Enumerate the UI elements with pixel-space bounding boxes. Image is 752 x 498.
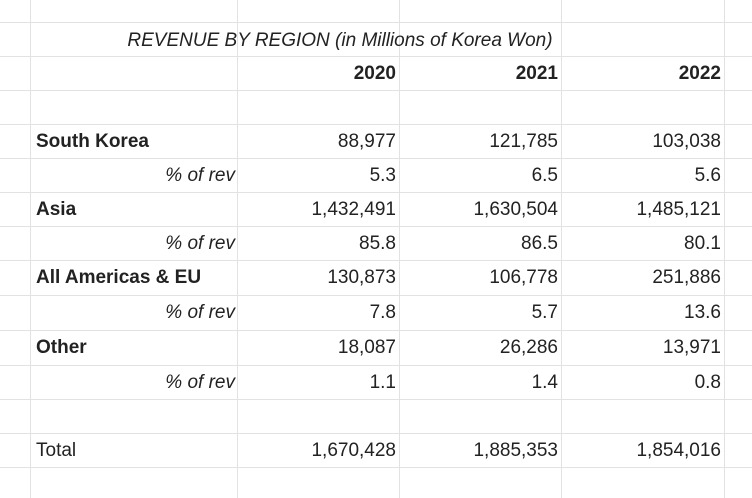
grid-row-line — [0, 330, 752, 331]
region-label-americas-eu[interactable]: All Americas & EU — [36, 267, 202, 288]
total-cell[interactable]: 1,854,016 — [636, 440, 721, 461]
pct-cell[interactable]: 5.6 — [694, 165, 721, 186]
pct-cell[interactable]: 13.6 — [684, 302, 721, 323]
grid-row-line — [0, 90, 752, 91]
pct-of-rev-label[interactable]: % of rev — [165, 165, 235, 186]
year-header-2020[interactable]: 2020 — [353, 63, 396, 84]
grid-column-line — [30, 0, 31, 498]
grid-row-line — [0, 124, 752, 125]
pct-cell[interactable]: 5.7 — [531, 302, 558, 323]
value-cell[interactable]: 88,977 — [337, 131, 396, 152]
value-cell[interactable]: 130,873 — [327, 267, 396, 288]
grid-column-line — [724, 0, 725, 498]
table-title[interactable]: REVENUE BY REGION (in Millions of Korea … — [127, 30, 553, 51]
grid-row-line — [0, 22, 752, 23]
year-header-2022[interactable]: 2022 — [678, 63, 721, 84]
value-cell[interactable]: 106,778 — [489, 267, 558, 288]
grid-column-line — [237, 0, 238, 498]
grid-row-line — [0, 226, 752, 227]
value-cell[interactable]: 18,087 — [337, 337, 396, 358]
value-cell[interactable]: 121,785 — [489, 131, 558, 152]
pct-cell[interactable]: 85.8 — [359, 233, 396, 254]
grid-row-line — [0, 295, 752, 296]
value-cell[interactable]: 1,432,491 — [311, 199, 396, 220]
value-cell[interactable]: 1,485,121 — [636, 199, 721, 220]
pct-of-rev-label[interactable]: % of rev — [165, 302, 235, 323]
grid-row-line — [0, 56, 752, 57]
pct-cell[interactable]: 7.8 — [369, 302, 396, 323]
total-cell[interactable]: 1,670,428 — [311, 440, 396, 461]
pct-of-rev-label[interactable]: % of rev — [165, 233, 235, 254]
region-label-south-korea[interactable]: South Korea — [36, 131, 149, 152]
value-cell[interactable]: 13,971 — [662, 337, 721, 358]
grid-row-line — [0, 467, 752, 468]
grid-row-line — [0, 365, 752, 366]
grid-row-line — [0, 158, 752, 159]
pct-cell[interactable]: 1.1 — [369, 372, 396, 393]
grid-column-line — [399, 0, 400, 498]
total-cell[interactable]: 1,885,353 — [473, 440, 558, 461]
grid-row-line — [0, 260, 752, 261]
pct-cell[interactable]: 80.1 — [684, 233, 721, 254]
grid-column-line — [561, 0, 562, 498]
pct-of-rev-label[interactable]: % of rev — [165, 372, 235, 393]
total-label[interactable]: Total — [36, 440, 77, 461]
grid-row-line — [0, 192, 752, 193]
value-cell[interactable]: 103,038 — [652, 131, 721, 152]
value-cell[interactable]: 26,286 — [499, 337, 558, 358]
region-label-other[interactable]: Other — [36, 337, 87, 358]
pct-cell[interactable]: 6.5 — [531, 165, 558, 186]
pct-cell[interactable]: 86.5 — [521, 233, 558, 254]
grid-row-line — [0, 399, 752, 400]
pct-cell[interactable]: 1.4 — [531, 372, 558, 393]
pct-cell[interactable]: 5.3 — [369, 165, 396, 186]
year-header-2021[interactable]: 2021 — [515, 63, 558, 84]
value-cell[interactable]: 251,886 — [652, 267, 721, 288]
pct-cell[interactable]: 0.8 — [694, 372, 721, 393]
region-label-asia[interactable]: Asia — [36, 199, 77, 220]
value-cell[interactable]: 1,630,504 — [473, 199, 558, 220]
grid-row-line — [0, 433, 752, 434]
